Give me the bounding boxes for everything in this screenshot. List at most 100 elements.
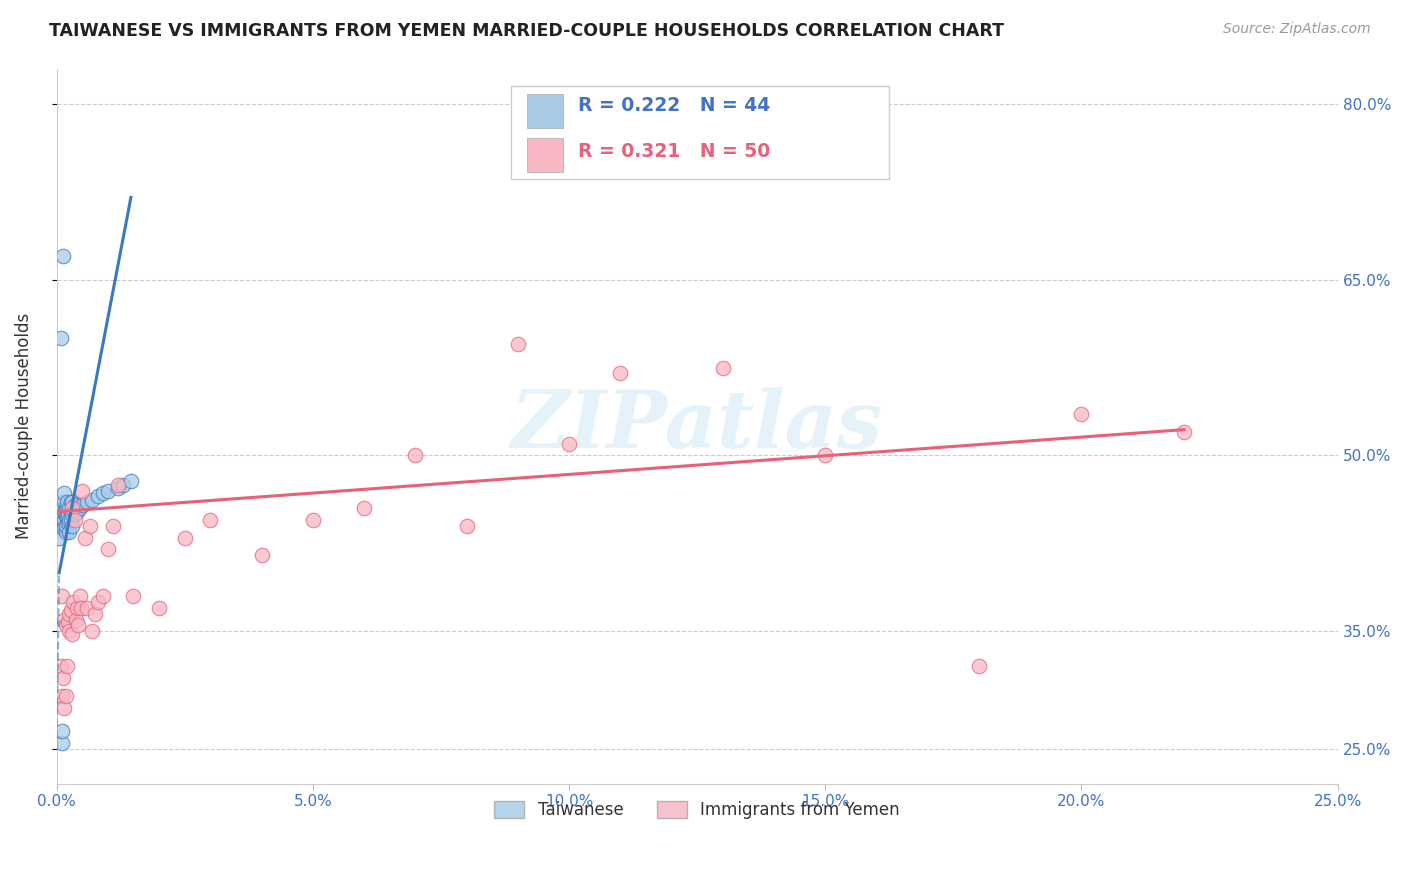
Point: [55, 509, 77, 524]
Point: [58, 513, 80, 527]
Point: [112, 477, 135, 491]
Point: [55, 501, 77, 516]
Point: [60, 501, 83, 516]
Point: [51, 689, 73, 703]
Point: [70, 483, 93, 498]
Point: [967, 659, 990, 673]
Point: [52, 671, 75, 685]
Point: [63, 513, 86, 527]
Point: [58, 607, 80, 621]
Point: [52, 521, 75, 535]
Point: [79, 518, 101, 533]
Point: [122, 589, 145, 603]
Point: [97, 483, 120, 498]
Point: [60, 495, 83, 509]
Point: [49, 331, 72, 345]
Point: [70, 600, 93, 615]
Point: [814, 449, 837, 463]
Point: [53, 513, 76, 527]
Point: [53, 505, 76, 519]
Point: [53, 486, 76, 500]
Point: [56, 509, 79, 524]
Point: [56, 615, 79, 629]
FancyBboxPatch shape: [512, 87, 889, 179]
Point: [48, 531, 70, 545]
FancyBboxPatch shape: [527, 137, 562, 172]
Point: [66, 600, 89, 615]
Point: [97, 542, 120, 557]
Point: [82, 624, 104, 639]
Point: [56, 501, 79, 516]
Point: [86, 595, 108, 609]
Point: [353, 501, 375, 516]
Text: TAIWANESE VS IMMIGRANTS FROM YEMEN MARRIED-COUPLE HOUSEHOLDS CORRELATION CHART: TAIWANESE VS IMMIGRANTS FROM YEMEN MARRI…: [49, 22, 1004, 40]
Point: [66, 505, 89, 519]
Point: [56, 495, 79, 509]
Point: [91, 486, 114, 500]
Point: [148, 600, 170, 615]
Point: [59, 513, 82, 527]
Point: [49, 513, 72, 527]
Point: [53, 518, 76, 533]
Point: [55, 689, 77, 703]
Point: [456, 518, 478, 533]
Point: [91, 589, 114, 603]
Text: Source: ZipAtlas.com: Source: ZipAtlas.com: [1223, 22, 1371, 37]
Text: R = 0.222   N = 44: R = 0.222 N = 44: [578, 96, 770, 115]
Point: [52, 501, 75, 516]
Point: [86, 490, 108, 504]
Point: [84, 607, 107, 621]
Point: [506, 337, 529, 351]
Point: [58, 524, 80, 539]
Point: [250, 548, 273, 562]
Point: [58, 624, 80, 639]
Point: [70, 498, 93, 512]
Point: [65, 613, 87, 627]
Point: [53, 613, 76, 627]
Y-axis label: Married-couple Households: Married-couple Households: [15, 313, 32, 540]
Point: [69, 589, 91, 603]
Text: ZIPatlas: ZIPatlas: [510, 387, 883, 465]
Point: [200, 513, 222, 527]
Point: [558, 436, 581, 450]
Point: [51, 589, 73, 603]
Point: [51, 509, 73, 524]
Point: [51, 736, 73, 750]
Point: [55, 518, 77, 533]
Point: [63, 498, 86, 512]
Point: [59, 495, 82, 509]
Point: [1070, 408, 1092, 422]
Point: [82, 493, 104, 508]
Point: [53, 700, 76, 714]
Point: [49, 659, 72, 673]
Point: [55, 618, 77, 632]
Point: [62, 595, 84, 609]
Point: [101, 518, 124, 533]
Point: [301, 513, 323, 527]
Point: [76, 600, 98, 615]
Point: [60, 626, 83, 640]
Point: [173, 531, 195, 545]
Point: [52, 249, 75, 263]
Point: [67, 618, 90, 632]
Point: [63, 507, 86, 521]
Point: [58, 501, 80, 516]
Point: [60, 507, 83, 521]
Point: [69, 501, 91, 516]
Point: [56, 516, 79, 531]
Point: [59, 603, 82, 617]
Text: R = 0.321   N = 50: R = 0.321 N = 50: [578, 142, 770, 161]
Point: [404, 449, 426, 463]
Point: [120, 474, 142, 488]
Point: [56, 659, 79, 673]
Point: [55, 524, 77, 539]
Point: [107, 477, 129, 491]
Point: [107, 481, 129, 495]
Point: [60, 518, 83, 533]
Point: [609, 367, 631, 381]
Point: [51, 723, 73, 738]
Point: [73, 531, 96, 545]
FancyBboxPatch shape: [527, 94, 562, 128]
Point: [76, 495, 98, 509]
Point: [56, 507, 79, 521]
